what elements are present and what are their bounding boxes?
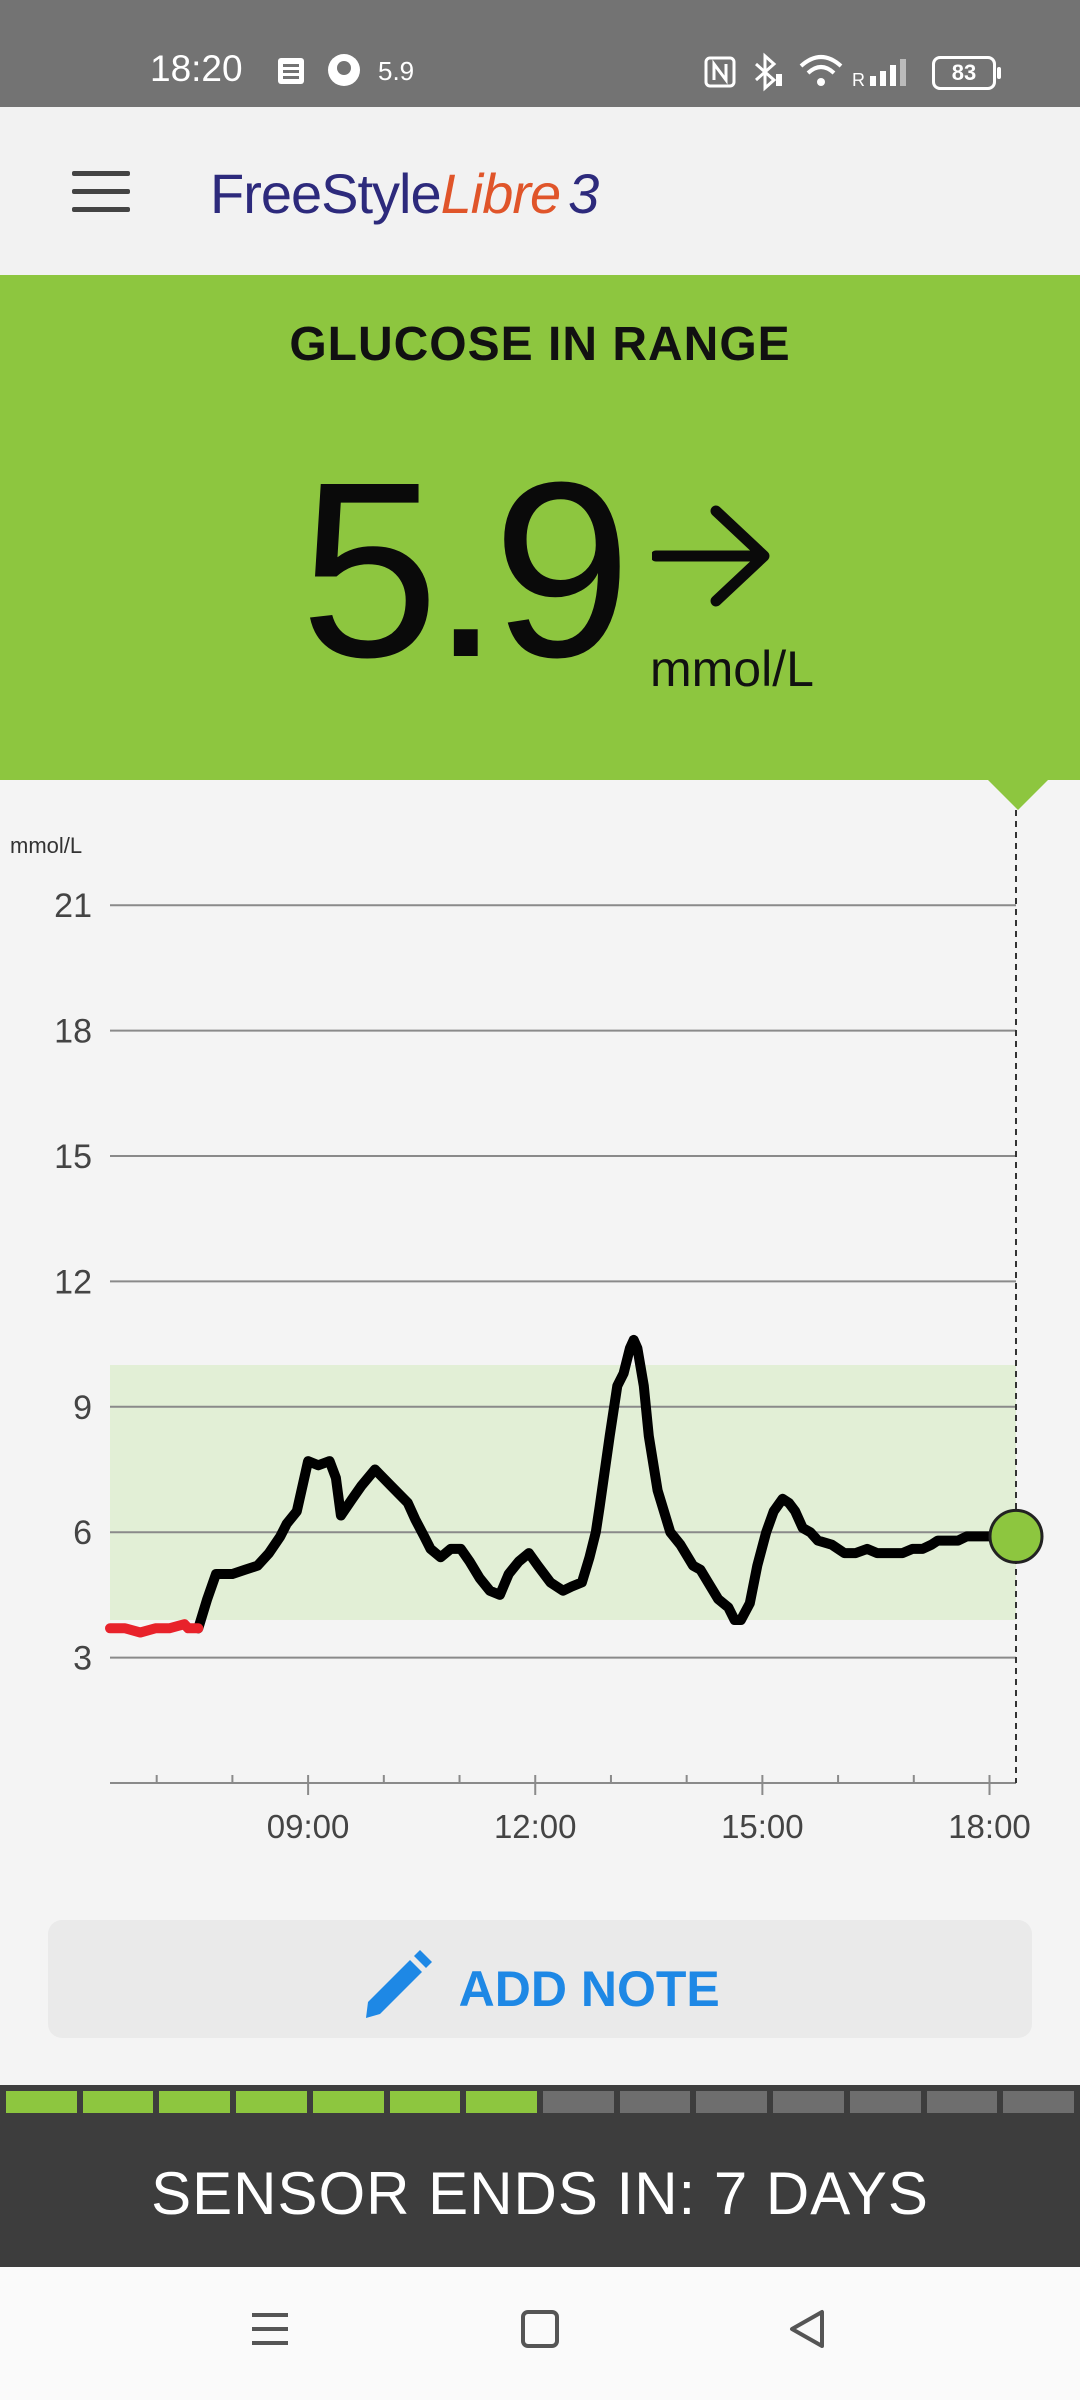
- sensor-segment-elapsed: [389, 2091, 461, 2113]
- sensor-life-progress: [0, 2085, 1080, 2119]
- nfc-icon: [704, 56, 736, 93]
- status-glucose-badge: 5.9: [378, 56, 415, 86]
- status-time: 18:20: [150, 48, 243, 89]
- recent-apps-icon[interactable]: [248, 2305, 292, 2360]
- sensor-segment-elapsed: [312, 2091, 384, 2113]
- sensor-segment-remaining: [619, 2091, 691, 2113]
- hamburger-menu-icon[interactable]: [72, 171, 130, 215]
- app-bar: FreeStyleLibre 3: [0, 107, 1080, 275]
- add-note-button[interactable]: ADD NOTE: [48, 1920, 1032, 2038]
- x-tick-label: 18:00: [948, 1808, 1031, 1845]
- sensor-segment-elapsed: [6, 2091, 77, 2113]
- sensor-segment-remaining: [696, 2091, 768, 2113]
- app-logo: FreeStyleLibre 3: [210, 161, 599, 226]
- logo-freestyle: FreeStyle: [210, 162, 442, 225]
- sensor-status-footer: SENSOR ENDS IN: 7 DAYS: [0, 2119, 1080, 2267]
- y-tick-label: 12: [54, 1263, 92, 1301]
- glucose-status-title: GLUCOSE IN RANGE: [289, 318, 791, 371]
- sensor-segment-remaining: [543, 2091, 614, 2113]
- libre-sensor-icon: [326, 52, 362, 93]
- svg-text:R: R: [852, 70, 865, 88]
- back-icon[interactable]: [786, 2305, 830, 2360]
- current-reading-pointer: [988, 780, 1048, 810]
- glucose-history-chart[interactable]: mmol/L 21 18 15 12 9 6 3 09:00 12:00 15:00 18:00: [0, 780, 1080, 1860]
- sensor-segment-elapsed: [82, 2091, 154, 2113]
- glucose-line: [193, 1334, 1021, 1634]
- logo-libre: Libre: [440, 162, 562, 225]
- sensor-segment-elapsed: [159, 2091, 231, 2113]
- x-tick-label: 12:00: [494, 1808, 577, 1845]
- sim-card-icon: [276, 56, 306, 91]
- current-glucose-panel: GLUCOSE IN RANGE 5.9 mmol/L: [0, 275, 1080, 780]
- sensor-segment-remaining: [926, 2091, 998, 2113]
- y-tick-label: 3: [73, 1640, 92, 1678]
- sensor-segment-elapsed: [466, 2091, 537, 2113]
- system-nav-bar: [0, 2267, 1080, 2400]
- y-tick-label: 6: [73, 1514, 92, 1552]
- x-tick-label: 09:00: [267, 1808, 350, 1845]
- pencil-icon: [360, 1950, 436, 2027]
- sensor-segment-elapsed: [236, 2091, 307, 2113]
- logo-three: 3: [568, 162, 599, 225]
- glucose-value: 5.9: [300, 430, 632, 709]
- glucose-unit: mmol/L: [650, 641, 814, 697]
- bluetooth-icon: [750, 52, 786, 97]
- sensor-segment-remaining: [1003, 2091, 1074, 2113]
- y-tick-label: 9: [73, 1389, 92, 1427]
- y-tick-label: 15: [54, 1138, 92, 1176]
- y-axis-unit-label: mmol/L: [10, 833, 82, 858]
- signal-icon: R: [852, 56, 914, 93]
- wifi-icon: [798, 52, 844, 95]
- y-tick-label: 21: [54, 887, 92, 925]
- add-note-label: ADD NOTE: [458, 1960, 720, 2017]
- y-tick-label: 18: [54, 1013, 92, 1051]
- arrow-right-icon: [650, 493, 778, 624]
- current-reading-dot: [988, 1508, 1044, 1564]
- x-tick-label: 15:00: [721, 1808, 804, 1845]
- home-icon[interactable]: [518, 2305, 562, 2360]
- glucose-line-low: [105, 1619, 204, 1638]
- target-range-band: [110, 1365, 1016, 1620]
- battery-icon: 83: [932, 56, 1001, 90]
- sensor-segment-remaining: [773, 2091, 844, 2113]
- status-bar: 18:20 5.9 R 83: [0, 0, 1080, 107]
- sensor-ends-text: SENSOR ENDS IN: 7 DAYS: [151, 2160, 929, 2227]
- sensor-segment-remaining: [849, 2091, 921, 2113]
